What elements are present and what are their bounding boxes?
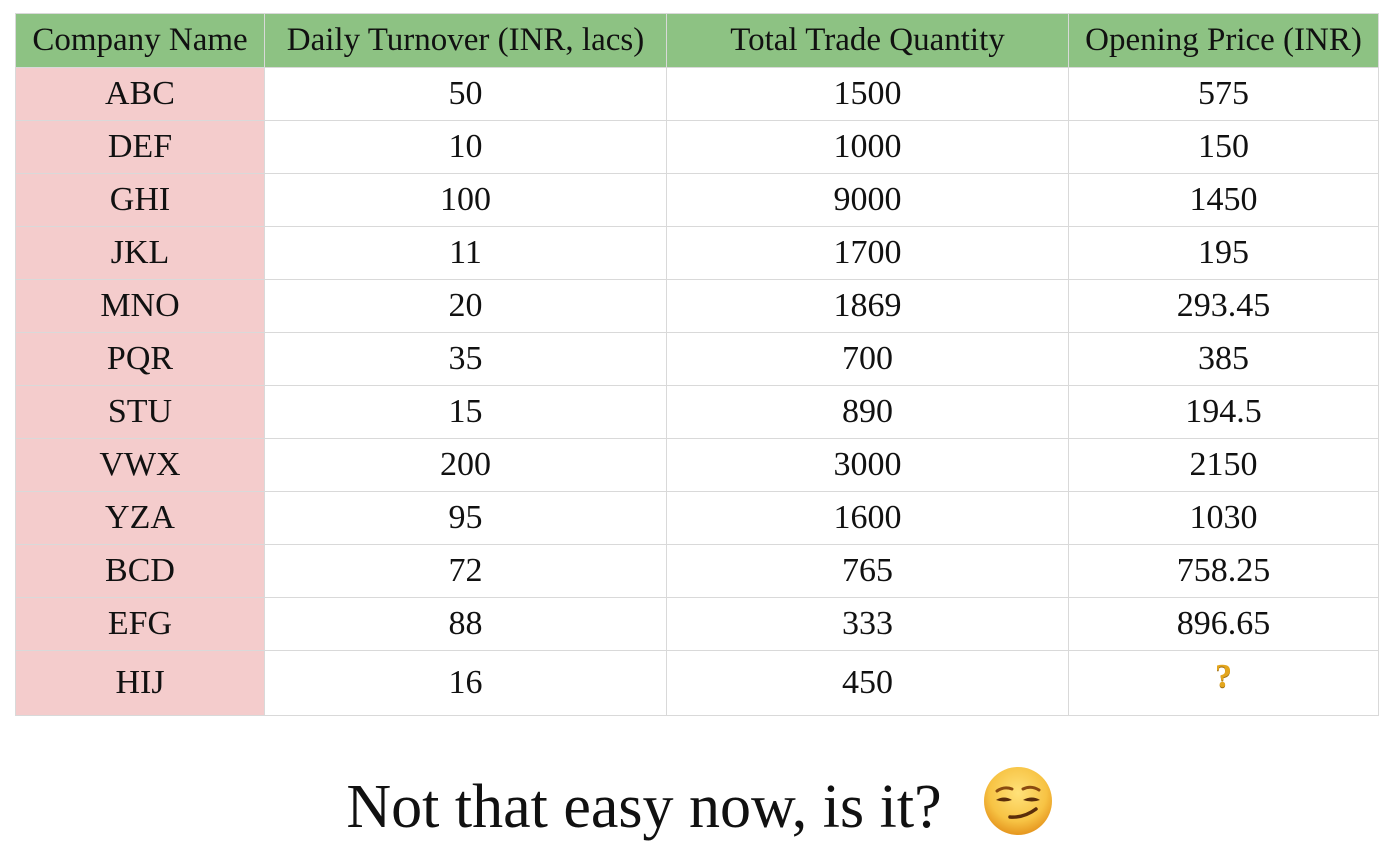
quantity-cell: 333 [666, 597, 1069, 651]
company-name-cell: YZA [15, 491, 265, 545]
turnover-cell: 95 [264, 491, 667, 545]
table-row: BCD 72 765 758.25 [15, 544, 1379, 598]
turnover-cell: 88 [264, 597, 667, 651]
quantity-cell: 1600 [666, 491, 1069, 545]
price-cell: 195 [1068, 226, 1379, 280]
caption-text: Not that easy now, is it? [346, 772, 942, 841]
table-row: MNO 20 1869 293.45 [15, 279, 1379, 333]
company-name-cell: VWX [15, 438, 265, 492]
header-opening-price: Opening Price (INR) [1068, 13, 1379, 68]
company-name-cell: GHI [15, 173, 265, 227]
quantity-cell: 1500 [666, 67, 1069, 121]
quantity-cell: 700 [666, 332, 1069, 386]
table-header: Company Name Daily Turnover (INR, lacs) … [15, 13, 1379, 68]
turnover-cell: 100 [264, 173, 667, 227]
table-row: HIJ 16 450 ? [15, 650, 1379, 716]
table-row: STU 15 890 194.5 [15, 385, 1379, 439]
price-cell: 575 [1068, 67, 1379, 121]
turnover-cell: 200 [264, 438, 667, 492]
company-name-cell: ABC [15, 67, 265, 121]
company-name-cell: JKL [15, 226, 265, 280]
turnover-cell: 20 [264, 279, 667, 333]
quantity-cell: 3000 [666, 438, 1069, 492]
smirking-face-icon [982, 765, 1054, 837]
header-total-trade-quantity: Total Trade Quantity [666, 13, 1069, 68]
price-cell: 150 [1068, 120, 1379, 174]
quantity-cell: 1000 [666, 120, 1069, 174]
quantity-cell: 450 [666, 650, 1069, 716]
price-cell: 1450 [1068, 173, 1379, 227]
price-cell: ? [1068, 650, 1379, 716]
turnover-cell: 35 [264, 332, 667, 386]
turnover-cell: 16 [264, 650, 667, 716]
quantity-cell: 9000 [666, 173, 1069, 227]
turnover-cell: 10 [264, 120, 667, 174]
turnover-cell: 15 [264, 385, 667, 439]
company-name-cell: HIJ [15, 650, 265, 716]
price-cell: 896.65 [1068, 597, 1379, 651]
price-cell: 2150 [1068, 438, 1379, 492]
company-name-cell: BCD [15, 544, 265, 598]
quantity-cell: 765 [666, 544, 1069, 598]
company-name-cell: PQR [15, 332, 265, 386]
header-company-name: Company Name [15, 13, 265, 68]
quantity-cell: 1700 [666, 226, 1069, 280]
table-row: DEF 10 1000 150 [15, 120, 1379, 174]
table-row: PQR 35 700 385 [15, 332, 1379, 386]
data-table: Company Name Daily Turnover (INR, lacs) … [15, 13, 1379, 716]
table-row: EFG 88 333 896.65 [15, 597, 1379, 651]
table-row: GHI 100 9000 1450 [15, 173, 1379, 227]
quantity-cell: 1869 [666, 279, 1069, 333]
company-name-cell: STU [15, 385, 265, 439]
unknown-price-question-mark: ? [1215, 658, 1232, 695]
table-row: ABC 50 1500 575 [15, 67, 1379, 121]
caption: Not that easy now, is it? [0, 765, 1400, 843]
price-cell: 194.5 [1068, 385, 1379, 439]
company-name-cell: DEF [15, 120, 265, 174]
price-cell: 758.25 [1068, 544, 1379, 598]
table-row: VWX 200 3000 2150 [15, 438, 1379, 492]
turnover-cell: 11 [264, 226, 667, 280]
price-cell: 293.45 [1068, 279, 1379, 333]
table-row: YZA 95 1600 1030 [15, 491, 1379, 545]
company-name-cell: MNO [15, 279, 265, 333]
turnover-cell: 50 [264, 67, 667, 121]
quantity-cell: 890 [666, 385, 1069, 439]
table-row: JKL 11 1700 195 [15, 226, 1379, 280]
header-daily-turnover: Daily Turnover (INR, lacs) [264, 13, 667, 68]
price-cell: 385 [1068, 332, 1379, 386]
price-cell: 1030 [1068, 491, 1379, 545]
company-name-cell: EFG [15, 597, 265, 651]
turnover-cell: 72 [264, 544, 667, 598]
header-row: Company Name Daily Turnover (INR, lacs) … [15, 13, 1379, 68]
table-body: ABC 50 1500 575 DEF 10 1000 150 GHI 100 … [15, 67, 1379, 716]
